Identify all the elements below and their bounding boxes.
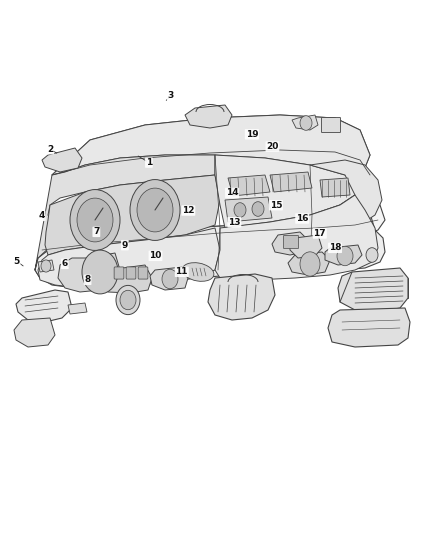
Polygon shape xyxy=(225,197,272,222)
Text: 19: 19 xyxy=(246,130,258,139)
Polygon shape xyxy=(35,180,385,288)
Text: 20: 20 xyxy=(266,142,279,151)
Circle shape xyxy=(116,285,140,314)
Polygon shape xyxy=(35,155,215,270)
Text: 18: 18 xyxy=(329,244,341,252)
Circle shape xyxy=(70,190,120,251)
Text: 3: 3 xyxy=(168,92,174,100)
Circle shape xyxy=(337,246,353,266)
Text: 1: 1 xyxy=(146,158,152,167)
Polygon shape xyxy=(320,178,350,197)
Text: 2: 2 xyxy=(47,145,53,154)
Polygon shape xyxy=(228,175,270,196)
Polygon shape xyxy=(338,268,408,312)
Polygon shape xyxy=(328,308,410,347)
Text: 14: 14 xyxy=(226,189,238,197)
Polygon shape xyxy=(52,115,370,180)
Circle shape xyxy=(252,201,264,216)
Circle shape xyxy=(137,188,173,232)
Circle shape xyxy=(162,269,178,289)
Polygon shape xyxy=(58,253,120,292)
Polygon shape xyxy=(16,290,72,322)
Polygon shape xyxy=(215,195,378,280)
Polygon shape xyxy=(185,105,232,128)
Polygon shape xyxy=(215,155,360,228)
Text: 9: 9 xyxy=(122,241,128,249)
Text: 11: 11 xyxy=(176,268,188,276)
Polygon shape xyxy=(100,265,152,293)
Polygon shape xyxy=(150,267,188,290)
Polygon shape xyxy=(68,303,87,314)
Polygon shape xyxy=(208,274,275,320)
Text: 13: 13 xyxy=(228,218,240,227)
Polygon shape xyxy=(35,115,385,280)
Text: 17: 17 xyxy=(314,229,326,238)
Polygon shape xyxy=(325,245,362,265)
Polygon shape xyxy=(38,260,54,272)
Text: 4: 4 xyxy=(39,212,45,220)
Circle shape xyxy=(234,203,246,217)
Polygon shape xyxy=(288,252,330,275)
Text: 5: 5 xyxy=(14,257,20,265)
Text: 15: 15 xyxy=(270,201,282,209)
FancyBboxPatch shape xyxy=(126,267,136,279)
Polygon shape xyxy=(45,175,220,255)
Polygon shape xyxy=(310,160,382,232)
Polygon shape xyxy=(38,228,220,288)
Circle shape xyxy=(366,248,378,262)
Circle shape xyxy=(300,252,320,276)
Text: 6: 6 xyxy=(62,260,68,268)
Circle shape xyxy=(77,198,113,242)
FancyBboxPatch shape xyxy=(283,236,298,248)
Circle shape xyxy=(300,116,312,130)
Ellipse shape xyxy=(182,263,214,281)
Text: 7: 7 xyxy=(93,228,99,236)
FancyBboxPatch shape xyxy=(138,267,148,279)
Text: 16: 16 xyxy=(296,214,308,223)
Polygon shape xyxy=(290,235,322,258)
Polygon shape xyxy=(270,172,312,192)
Text: 10: 10 xyxy=(149,252,162,260)
Polygon shape xyxy=(14,318,55,347)
Polygon shape xyxy=(292,115,318,130)
FancyBboxPatch shape xyxy=(114,267,124,279)
Polygon shape xyxy=(272,232,308,255)
Circle shape xyxy=(82,250,118,294)
Circle shape xyxy=(120,290,136,310)
Text: 8: 8 xyxy=(85,276,91,284)
FancyBboxPatch shape xyxy=(321,117,340,133)
Text: 12: 12 xyxy=(182,206,194,215)
Circle shape xyxy=(130,180,180,240)
Circle shape xyxy=(41,260,51,272)
Polygon shape xyxy=(42,148,82,172)
